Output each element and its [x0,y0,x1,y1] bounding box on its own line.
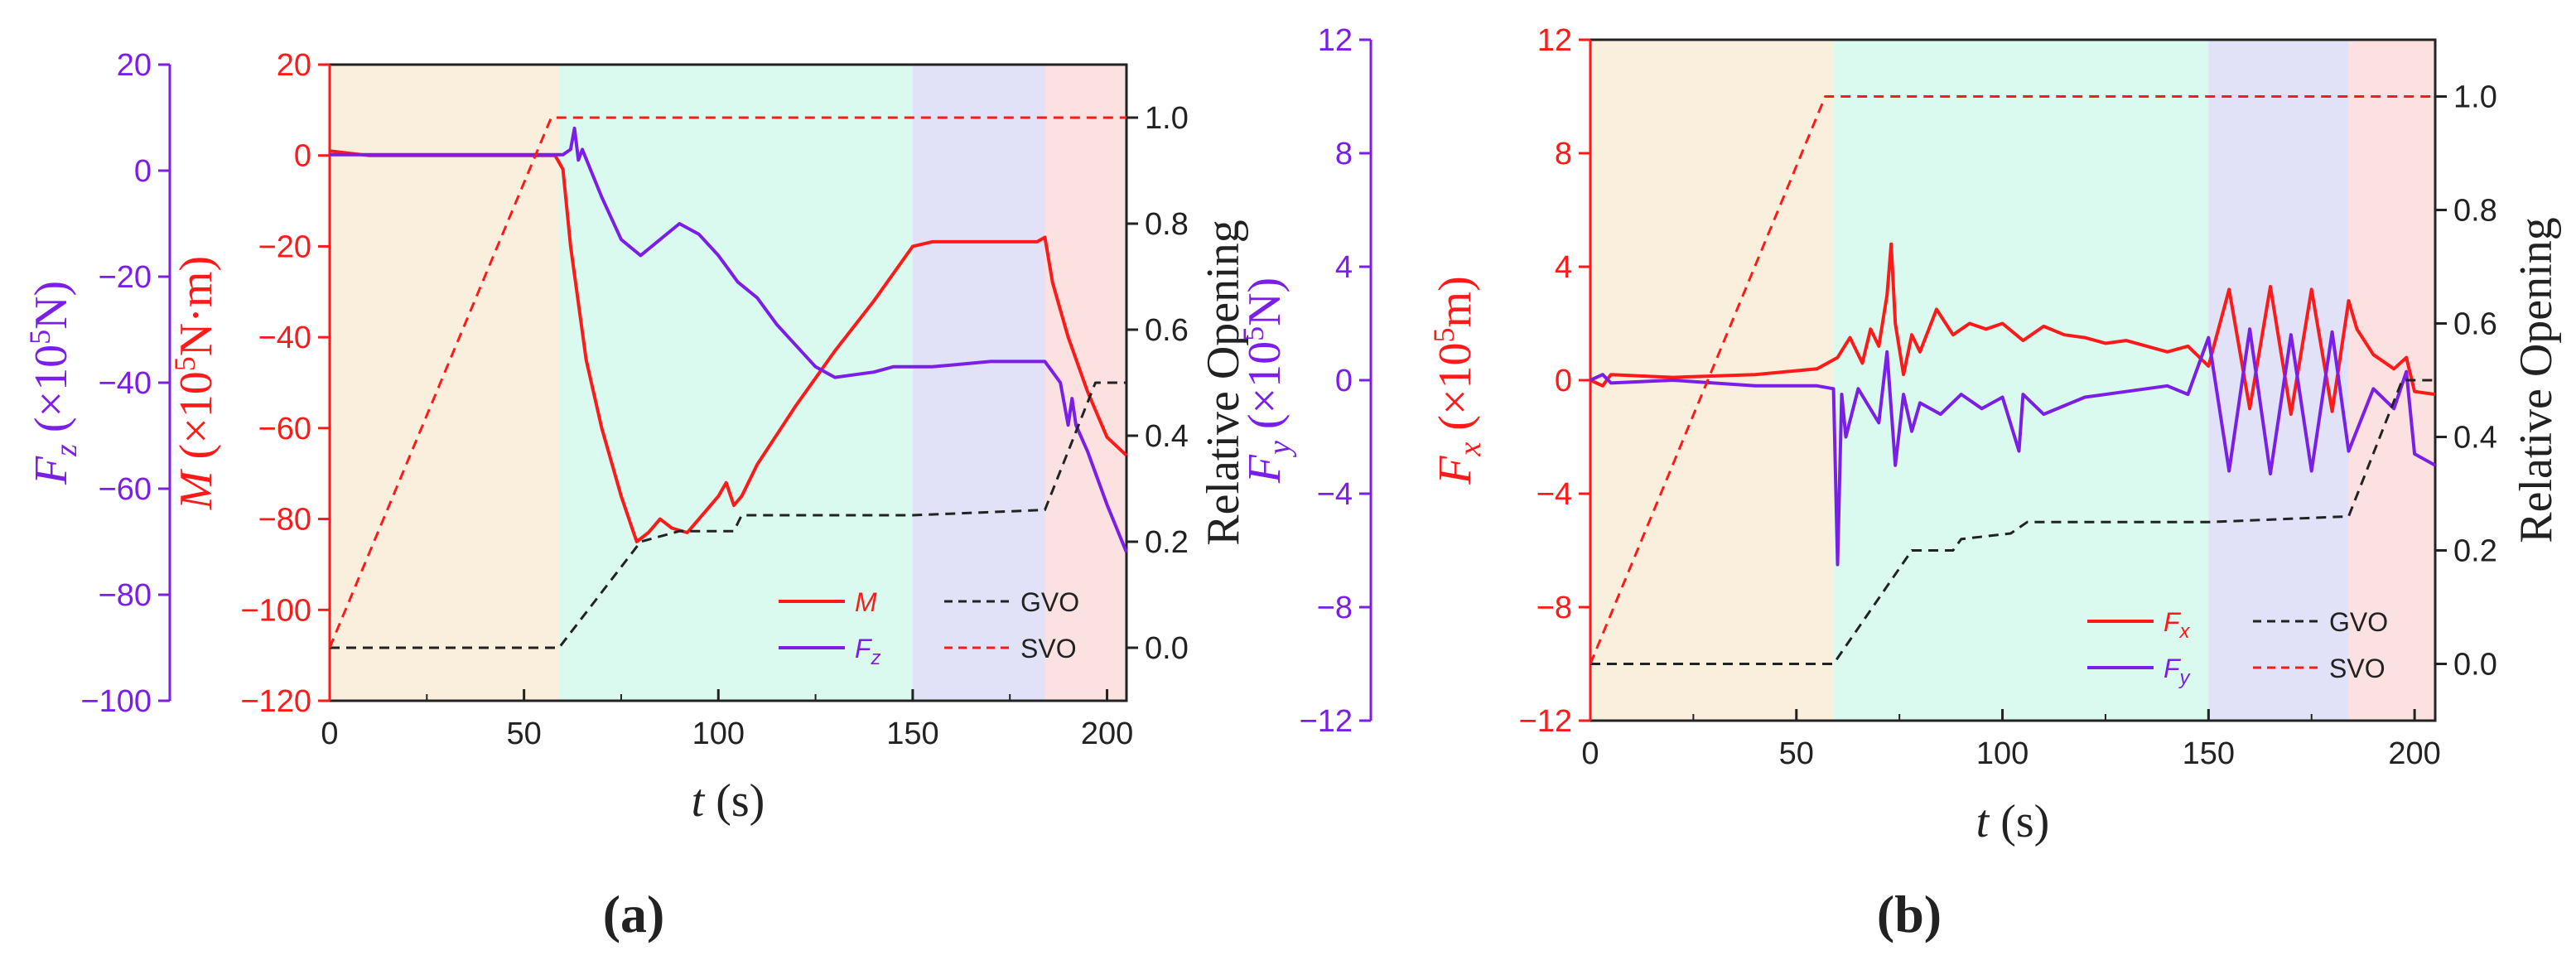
outer-left-tick-label: −60 [99,472,152,507]
chart-panel-b: 0 50 100 150 200 12 8 4 0 −4 −8 −12 12 8 4 0 −4 −8 −12 0.0 0… [1237,23,2562,943]
legend-label: Fz [855,634,881,669]
right-tick-label: 1.0 [1145,101,1189,136]
x-tick-label: 50 [506,717,541,751]
outer-left-tick-label: −8 [1317,591,1353,625]
panel-label: (a) [603,885,665,943]
x-axis-title: t (s) [1976,796,2050,847]
inner-left-tick-label: −20 [258,229,311,264]
legend-label: M [855,587,877,617]
phase-band-opening [558,65,913,701]
right-axis-title: Relative Opening [1198,220,1249,545]
right-tick-label: 0.4 [1145,419,1189,454]
right-tick-label: 0.2 [2453,534,2497,569]
legend-label: SVO [1020,634,1077,663]
inner-left-tick-label: 8 [1555,137,1572,171]
series-line-gvo [1590,379,2435,665]
outer-left-tick-label: 8 [1335,137,1353,171]
inner-left-tick-label: 0 [294,139,311,174]
chart-panel-a: 0 50 100 150 200200−20−40−60−80−100−120200−2… [23,48,1249,943]
x-tick-label: 0 [321,717,338,751]
x-tick-label: 100 [692,717,745,751]
inner-left-tick-label: −8 [1536,591,1572,625]
right-tick-label: 0.6 [2453,307,2497,342]
right-tick-label: 0.0 [1145,631,1189,666]
phase-band-start [1590,40,1834,721]
series-line-f-z [330,126,1128,553]
phase-band-opening [1833,40,2209,721]
x-tick-label: 150 [2183,736,2235,771]
inner-left-tick-label: 0 [1555,364,1572,398]
outer-left-tick-label: −40 [99,366,152,401]
x-axis-title: t (s) [692,775,765,827]
inner-left-tick-label: −60 [258,412,311,446]
series-line-m [329,149,1128,543]
inner-left-axis-title: Fx (×105m) [1427,276,1488,485]
outer-left-tick-label: 0 [134,154,152,189]
phase-band-start [330,65,559,701]
legend-label: Fy [2164,654,2192,689]
outer-left-tick-label: −100 [80,684,152,719]
legend-label: SVO [2329,654,2385,683]
panel-label: (b) [1877,885,1942,943]
series-line-svo [1589,95,2435,665]
inner-left-tick-label: 12 [1537,23,1572,58]
legend-label: GVO [2329,607,2388,637]
right-tick-label: 0.4 [2453,421,2497,456]
outer-left-axis-title: Fz (×105N) [23,281,84,485]
phase-band-steady [912,65,1045,701]
outer-left-axis-title: Fy (×105N) [1237,277,1297,484]
x-tick-label: 0 [1581,736,1599,771]
legend-label: GVO [1020,587,1079,617]
outer-left-tick-label: 4 [1335,250,1353,285]
phase-band-closing [2348,40,2435,721]
inner-left-tick-label: −80 [258,503,311,538]
x-tick-label: 200 [1081,717,1133,751]
inner-left-tick-label: 4 [1555,250,1572,285]
outer-left-tick-label: 12 [1318,23,1353,58]
right-tick-label: 1.0 [2453,80,2497,115]
right-tick-label: 0.8 [1145,207,1189,242]
outer-left-tick-label: 20 [117,48,152,83]
inner-left-tick-label: −100 [240,593,311,628]
legend-label: Fx [2164,607,2191,643]
right-tick-label: 0.2 [1145,525,1189,560]
series-line-gvo [330,381,1126,649]
x-tick-label: 200 [2388,736,2440,771]
x-tick-label: 150 [886,717,938,751]
outer-left-tick-label: −12 [1300,704,1353,739]
inner-left-tick-label: 20 [277,48,311,83]
right-tick-label: 0.6 [1145,313,1189,348]
inner-left-tick-label: −4 [1536,477,1572,512]
right-tick-label: 0.0 [2453,648,2497,683]
outer-left-tick-label: −4 [1317,477,1353,512]
outer-left-tick-label: 0 [1335,364,1353,398]
right-axis-title: Relative Opening [2511,217,2562,543]
outer-left-tick-label: −80 [99,578,152,613]
series-line-f-y [1589,327,2436,567]
outer-left-tick-label: −20 [99,260,152,295]
inner-left-tick-label: −12 [1519,704,1572,739]
series-line-svo [328,116,1126,649]
x-tick-label: 50 [1779,736,1814,771]
inner-left-axis-title: M (×105N·m) [168,256,222,510]
inner-left-tick-label: −40 [258,321,311,355]
x-tick-label: 100 [1976,736,2028,771]
inner-left-tick-label: −120 [240,684,311,719]
right-tick-label: 0.8 [2453,194,2497,229]
